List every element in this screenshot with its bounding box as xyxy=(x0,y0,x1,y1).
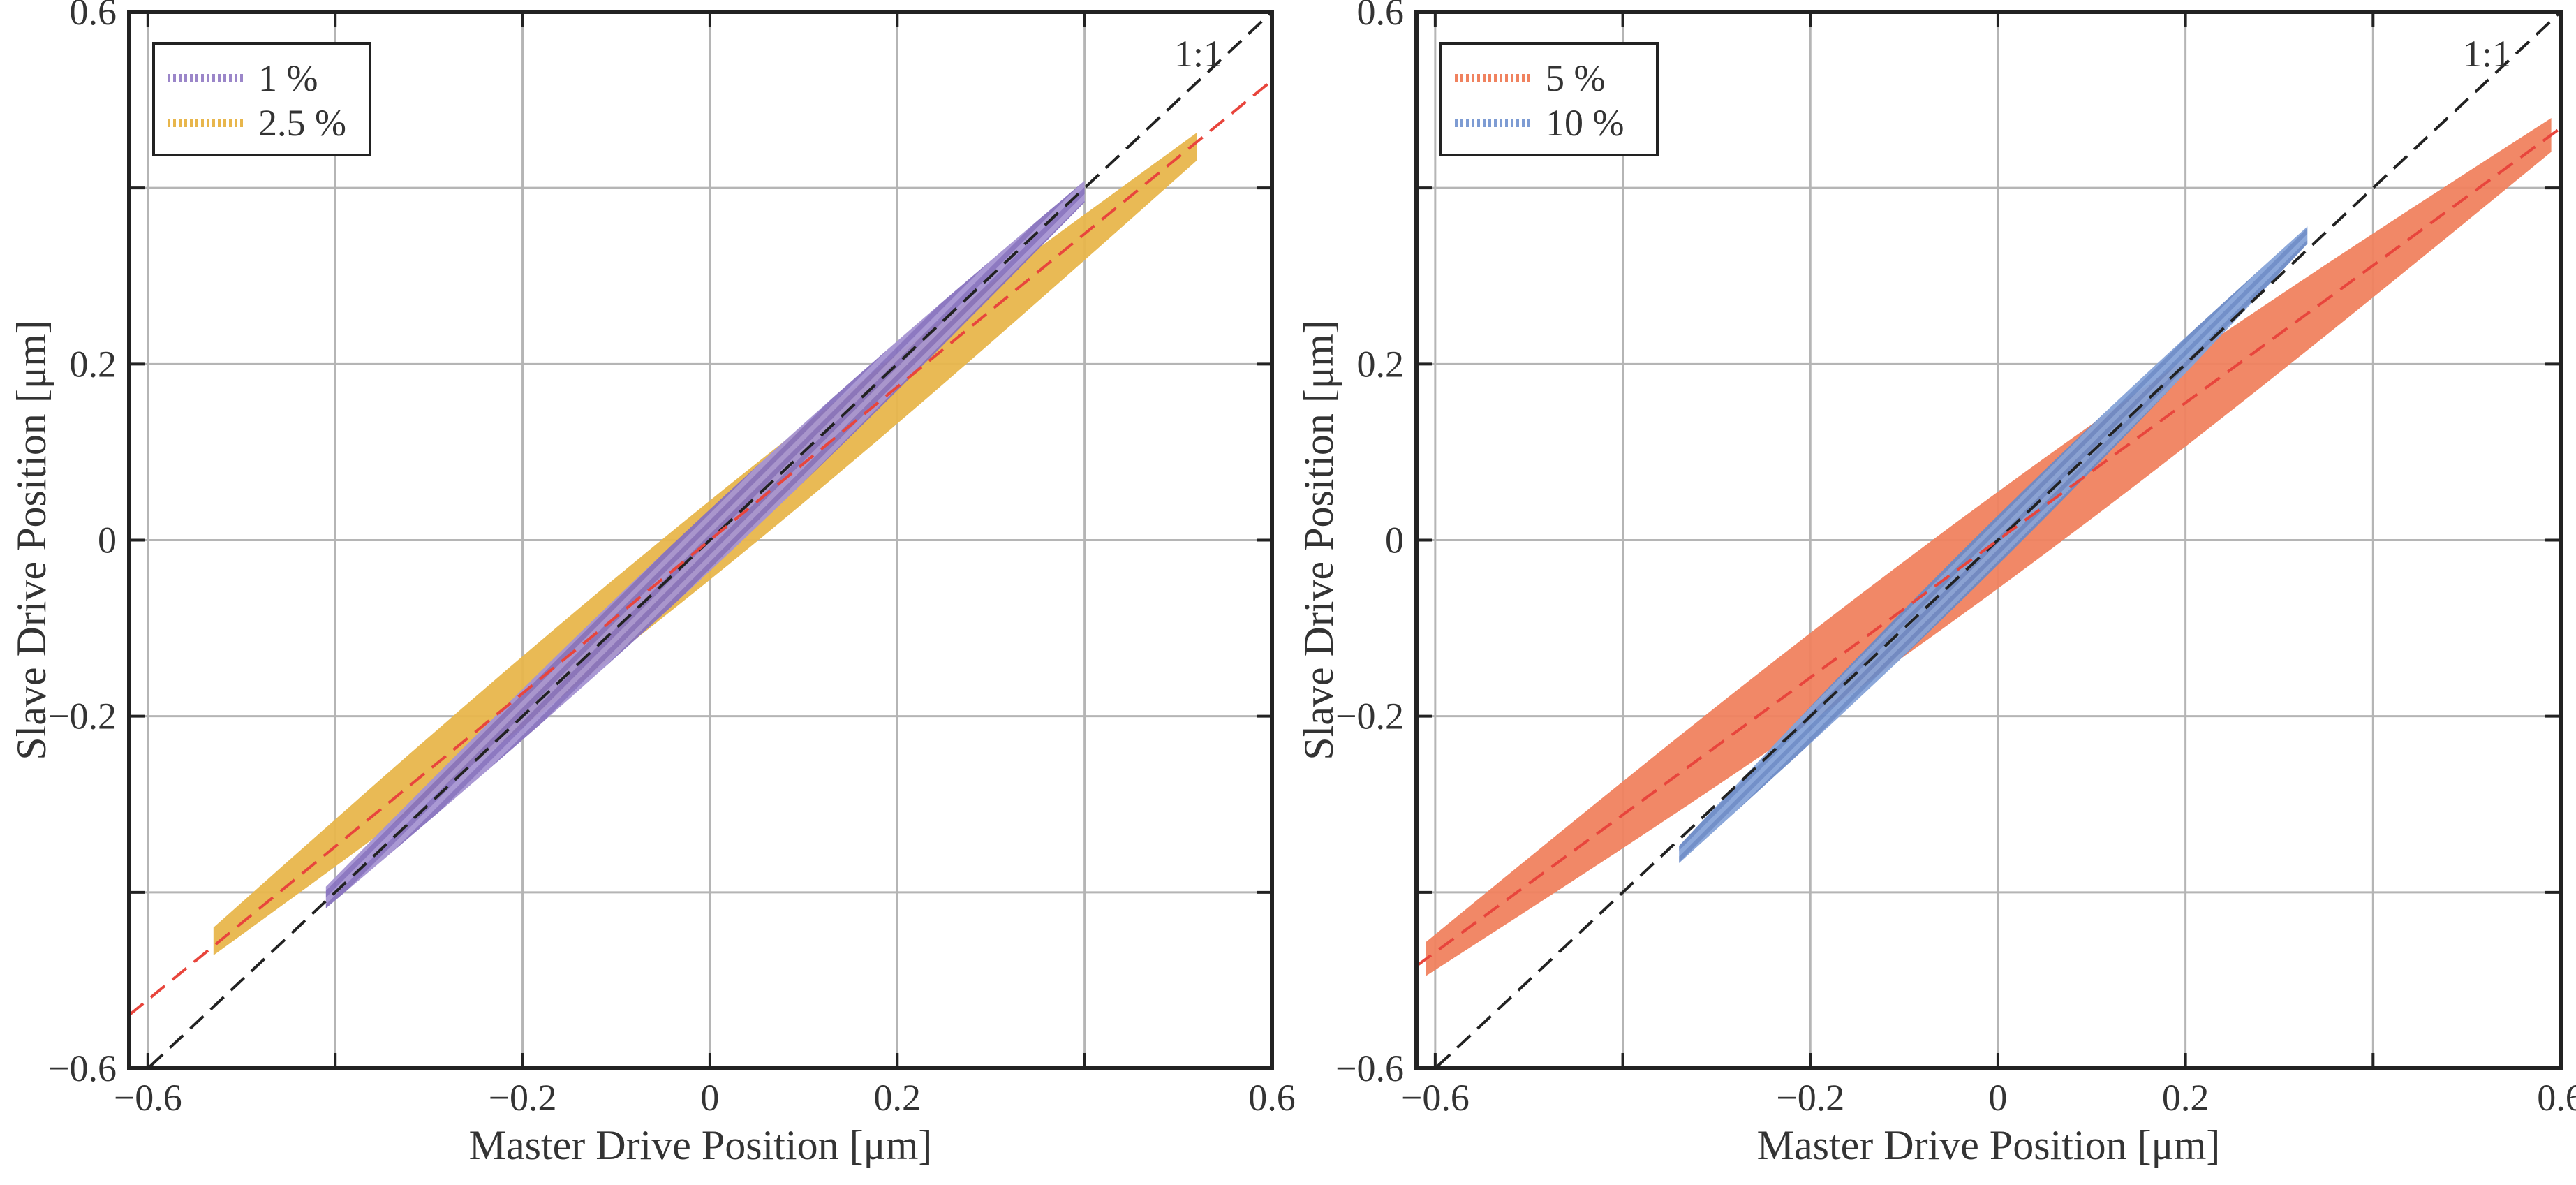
x-axis-label: Master Drive Position [μm] xyxy=(469,1122,933,1168)
legend-box xyxy=(152,42,371,156)
fit-line xyxy=(1416,126,2561,967)
legend-label: 10 % xyxy=(1546,102,1624,144)
tick-marks xyxy=(1416,10,2562,1070)
x-tick-label: 0.2 xyxy=(874,1077,921,1119)
x-tick-label: 0.6 xyxy=(1248,1077,1296,1119)
legend-label: 5 % xyxy=(1546,57,1605,99)
annotation-1to1: 1:1 xyxy=(2463,33,2511,75)
y-tick-label: 0 xyxy=(1385,520,1404,561)
legend: 1 %2.5 % xyxy=(152,42,371,156)
legend-label: 2.5 % xyxy=(258,102,346,144)
legend-label: 1 % xyxy=(258,57,318,99)
x-tick-label: −0.6 xyxy=(114,1077,182,1119)
y-tick-label: 0.6 xyxy=(70,0,117,33)
y-tick-label: 0.6 xyxy=(1357,0,1405,33)
right-chart-panel: −0.6 −0.2 0 0.2 0.6 −0.6 −0.2 0 0.2 0.6 Master Dri… xyxy=(1296,0,2576,1168)
y-tick-label: −0.6 xyxy=(1335,1047,1404,1089)
y-tick-label: 0 xyxy=(98,520,117,561)
y-axis-label: Slave Drive Position [μm] xyxy=(1296,320,1342,760)
plot-area xyxy=(129,12,1272,1068)
plot-area xyxy=(1416,12,2561,1068)
y-tick-label: 0.2 xyxy=(70,343,117,385)
fit-line xyxy=(129,79,1272,1017)
y-tick-label: −0.2 xyxy=(48,695,117,737)
x-tick-label: 0 xyxy=(700,1077,719,1119)
y-tick-label: −0.2 xyxy=(1335,695,1404,737)
y-tick-label: 0.2 xyxy=(1357,343,1405,385)
reference-line-1to1 xyxy=(1433,12,2561,1068)
left-chart-panel: −0.6 −0.2 0 0.2 0.6 −0.6 −0.2 0 0.2 0.6 Master Dri… xyxy=(8,0,1296,1168)
x-tick-label: −0.2 xyxy=(1776,1077,1844,1119)
x-tick-label: −0.6 xyxy=(1401,1077,1470,1119)
x-tick-label: −0.2 xyxy=(489,1077,557,1119)
x-tick-label: 0.2 xyxy=(2162,1077,2209,1119)
legend: 5 %10 % xyxy=(1439,42,1659,156)
legend-box xyxy=(1439,42,1659,156)
y-tick-label: −0.6 xyxy=(48,1047,117,1089)
tick-marks xyxy=(129,10,1273,1070)
x-tick-label: 0.6 xyxy=(2537,1077,2576,1119)
x-axis-label: Master Drive Position [μm] xyxy=(1757,1122,2221,1168)
x-tick-label: 0 xyxy=(1988,1077,2007,1119)
y-axis-label: Slave Drive Position [μm] xyxy=(8,320,54,760)
annotation-1to1: 1:1 xyxy=(1174,33,1222,75)
